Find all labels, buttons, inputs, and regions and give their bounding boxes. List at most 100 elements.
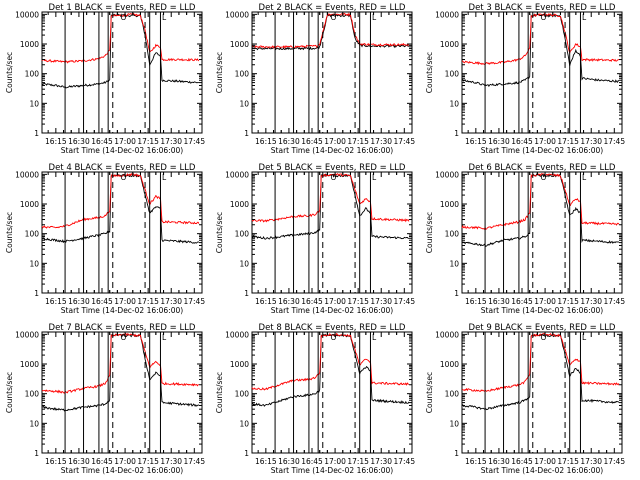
y-tick-label: 10000 <box>225 170 249 179</box>
series-lld-line <box>461 332 620 393</box>
x-tick-label: 17:30 <box>160 297 182 306</box>
x-tick-label: 16:45 <box>91 137 113 146</box>
x-tick-label: 17:15 <box>137 457 159 466</box>
annotation-label: L <box>162 333 167 342</box>
x-tick-label: 17:15 <box>347 137 369 146</box>
x-tick-label: 17:15 <box>347 297 369 306</box>
plot-frame <box>461 331 623 454</box>
y-tick-label: 1 <box>454 289 459 298</box>
y-tick-label: 1000 <box>440 360 459 369</box>
x-tick-label: 17:15 <box>557 297 579 306</box>
x-tick-label: 17:15 <box>347 457 369 466</box>
x-tick-label: 17:30 <box>370 297 392 306</box>
x-tick-label: 17:45 <box>183 297 205 306</box>
x-tick-label: 17:00 <box>534 457 556 466</box>
x-tick-label: 16:30 <box>278 457 300 466</box>
x-axis-label: Start Time (14-Dec-02 16:06:00) <box>61 306 183 315</box>
y-tick-label: 100 <box>25 390 40 399</box>
plot-frame <box>251 11 413 134</box>
x-tick-label: 17:45 <box>603 137 625 146</box>
y-tick-label: 1000 <box>20 40 39 49</box>
series-lld-line <box>41 332 199 394</box>
y-tick-label: 10000 <box>435 330 459 339</box>
y-tick-label: 10000 <box>435 10 459 19</box>
x-tick-label: 16:30 <box>488 137 510 146</box>
annotation-label: O <box>540 333 546 342</box>
y-tick-label: 1 <box>34 289 39 298</box>
annotation-label: L <box>582 13 587 22</box>
y-tick-label: 10 <box>449 99 459 108</box>
plot-frame <box>461 171 623 294</box>
series-events-line <box>251 333 410 407</box>
y-axis-label: Counts/sec <box>215 212 224 253</box>
y-axis-label: Counts/sec <box>425 52 434 93</box>
y-tick-label: 1 <box>454 129 459 138</box>
y-tick-label: 10 <box>29 259 39 268</box>
annotation-label: L <box>162 173 167 182</box>
x-tick-label: 16:30 <box>488 297 510 306</box>
x-axis-label: Start Time (14-Dec-02 16:06:00) <box>481 306 603 315</box>
annotation-label: L <box>582 173 587 182</box>
y-tick-label: 1000 <box>20 360 39 369</box>
plot-frame <box>41 11 203 134</box>
x-tick-label: 16:15 <box>255 297 277 306</box>
x-tick-label: 17:30 <box>370 457 392 466</box>
x-tick-label: 16:45 <box>91 457 113 466</box>
y-axis-label: Counts/sec <box>5 212 14 253</box>
series-events-line <box>251 13 409 51</box>
x-tick-label: 17:00 <box>534 297 556 306</box>
x-tick-label: 16:15 <box>465 297 487 306</box>
y-tick-label: 100 <box>445 390 460 399</box>
y-tick-label: 1 <box>244 129 249 138</box>
y-tick-label: 10 <box>29 419 39 428</box>
series-lld-line <box>41 172 200 229</box>
y-tick-label: 10 <box>449 259 459 268</box>
y-tick-label: 10 <box>239 419 249 428</box>
y-tick-label: 1 <box>454 449 459 458</box>
x-tick-label: 16:15 <box>45 297 67 306</box>
x-tick-label: 17:30 <box>580 137 602 146</box>
y-tick-label: 1 <box>244 289 249 298</box>
x-tick-label: 16:15 <box>255 457 277 466</box>
y-tick-label: 100 <box>445 70 460 79</box>
x-tick-label: 16:45 <box>511 457 533 466</box>
chart-title: Det 8 BLACK = Events, RED = LLD <box>259 323 406 333</box>
annotation-label: L <box>162 13 167 22</box>
series-lld-line <box>251 332 410 391</box>
y-tick-label: 1000 <box>230 40 249 49</box>
annotation-label: O <box>330 333 336 342</box>
x-tick-label: 16:15 <box>465 457 487 466</box>
annotation-label: L <box>582 333 587 342</box>
y-tick-label: 10 <box>239 99 249 108</box>
x-tick-label: 16:45 <box>301 297 323 306</box>
y-axis-label: Counts/sec <box>5 52 14 93</box>
y-tick-label: 10 <box>29 99 39 108</box>
y-tick-label: 10 <box>239 259 249 268</box>
y-tick-label: 100 <box>235 70 250 79</box>
y-tick-label: 1000 <box>230 360 249 369</box>
annotation-label: O <box>330 173 336 182</box>
x-tick-label: 16:45 <box>301 457 323 466</box>
x-tick-label: 16:15 <box>45 457 67 466</box>
x-tick-label: 16:45 <box>511 297 533 306</box>
y-tick-label: 1 <box>244 449 249 458</box>
x-tick-label: 16:30 <box>278 297 300 306</box>
annotation-label: O <box>120 333 126 342</box>
annotation-label: O <box>540 13 546 22</box>
y-tick-label: 10000 <box>15 10 39 19</box>
series-lld-line <box>461 12 620 66</box>
chart-title: Det 3 BLACK = Events, RED = LLD <box>469 3 616 13</box>
x-tick-label: 17:00 <box>114 137 136 146</box>
y-axis-label: Counts/sec <box>425 212 434 253</box>
chart-title: Det 4 BLACK = Events, RED = LLD <box>49 163 196 173</box>
annotation-label: L <box>372 13 377 22</box>
x-tick-label: 16:30 <box>68 297 90 306</box>
y-tick-label: 1000 <box>440 200 459 209</box>
annotation-label: O <box>540 173 546 182</box>
series-lld-line <box>251 173 410 223</box>
y-tick-label: 1000 <box>230 200 249 209</box>
